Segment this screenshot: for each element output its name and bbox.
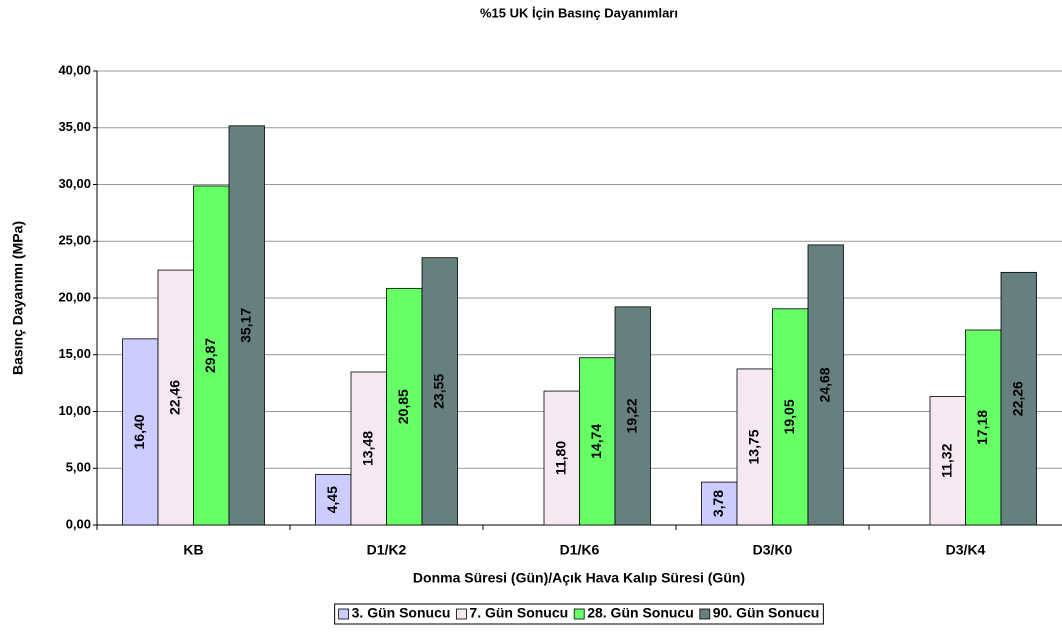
bar [807, 244, 844, 526]
bar [965, 329, 1002, 526]
bar [1000, 271, 1037, 526]
value-label: 23,55 [430, 374, 446, 409]
bar [701, 481, 738, 526]
y-tick-label: 20,00 [58, 289, 91, 304]
x-tick-label: D1/K6 [560, 542, 600, 558]
value-label: 19,22 [623, 398, 639, 433]
y-tick-label: 10,00 [58, 403, 91, 418]
legend-label: 3. Gün Sonucu [352, 605, 451, 621]
bar [228, 125, 265, 526]
value-label: 19,05 [781, 399, 797, 434]
y-axis-title: Basınç Dayanımı (MPa) [10, 221, 26, 375]
value-label: 11,32 [938, 443, 954, 477]
x-tick-label: D1/K2 [367, 542, 407, 558]
legend-swatch [573, 608, 585, 620]
bar [543, 390, 580, 526]
bar [350, 371, 387, 526]
value-label: 24,68 [816, 367, 832, 402]
x-tick-label: D3/K4 [946, 542, 986, 558]
value-label: 13,48 [359, 431, 375, 466]
legend-swatch [456, 608, 467, 620]
value-label: 3,78 [710, 490, 726, 517]
value-label: 13,75 [745, 429, 761, 464]
legend: 3. Gün Sonucu 7. Gün Sonucu 28. Gün Sonucu… [334, 603, 824, 625]
bar [736, 368, 773, 526]
legend-box [334, 603, 824, 625]
legend-label: 28. Gün Sonucu [587, 605, 694, 621]
value-label: 4,45 [324, 486, 340, 513]
x-axis-title: Donma Süresi (Gün)/Açık Hava Kalıp Süres… [413, 570, 745, 586]
bar [614, 306, 651, 526]
y-tick-label: 35,00 [58, 119, 91, 134]
bar [421, 257, 458, 526]
value-label: 16,40 [131, 414, 147, 449]
value-label: 22,26 [1009, 381, 1025, 416]
value-label: 17,18 [974, 410, 990, 445]
bar [315, 474, 352, 526]
y-tick-label: 25,00 [58, 233, 91, 248]
value-label: 11,80 [552, 441, 568, 475]
value-label: 20,85 [395, 389, 411, 424]
y-tick-label: 40,00 [58, 62, 91, 77]
value-label: 29,87 [202, 338, 218, 373]
y-tick-label: 5,00 [66, 460, 91, 475]
legend-swatch [338, 608, 350, 620]
y-tick-label: 0,00 [66, 516, 91, 531]
legend-label: 7. Gün Sonucu [469, 605, 568, 621]
legend-swatch [699, 608, 711, 620]
x-tick-label: KB [183, 542, 203, 558]
value-label: 14,74 [588, 424, 604, 459]
value-label: 35,17 [237, 308, 253, 343]
value-label: 22,46 [166, 380, 182, 415]
x-tick-label: D3/K0 [753, 542, 793, 558]
chart-title: %15 UK İçin Basınç Dayanımları [480, 5, 678, 20]
legend-label: 90. Gün Sonucu [713, 605, 820, 621]
bar [772, 308, 809, 526]
bar [579, 357, 616, 526]
bar [193, 185, 230, 526]
y-tick-label: 30,00 [58, 176, 91, 191]
bar [386, 287, 423, 526]
y-tick-label: 15,00 [58, 346, 91, 361]
